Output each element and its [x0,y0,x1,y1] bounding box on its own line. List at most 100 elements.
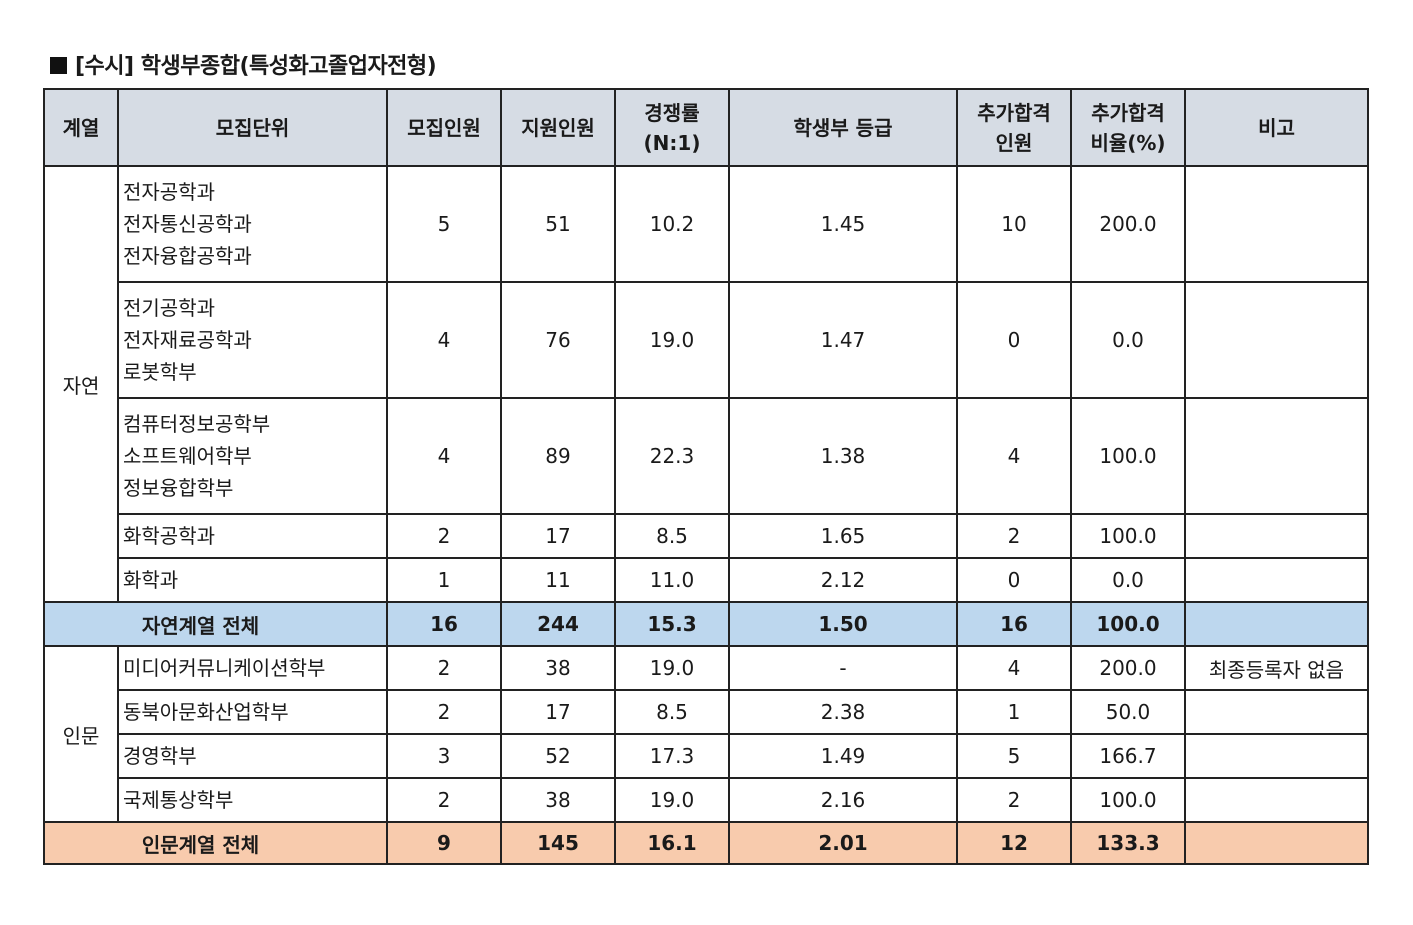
quota-cell: 4 [386,397,502,515]
unit-cell: 국제통상학부 [117,777,388,823]
grade-cell: 2.38 [728,689,958,735]
unit-cell: 동북아문화산업학부 [117,689,388,735]
grade-cell: 2.16 [728,777,958,823]
table-row: 컴퓨터정보공학부 소프트웨어학부 정보융합학부 4 89 22.3 1.38 4 1… [44,397,1369,515]
extra-cell: 1 [956,689,1072,735]
note-cell [1184,777,1369,823]
header-note: 비고 [1184,88,1369,167]
quota-cell: 2 [386,513,502,559]
extra-rate-cell: 0.0 [1070,281,1186,399]
total-extra-rate: 133.3 [1070,821,1186,865]
note-cell [1184,689,1369,735]
unit-cell: 화학과 [117,557,388,603]
table-row: 자연 전자공학과 전자통신공학과 전자융합공학과 5 51 10.2 1.45 10… [43,165,1369,603]
total-extra: 12 [956,821,1072,865]
table-row: 동북아문화산업학부 2 17 8.5 2.38 1 50.0 [44,689,1369,735]
quota-cell: 1 [386,557,502,603]
unit-cell: 경영학부 [117,733,388,779]
quota-cell: 2 [386,645,502,691]
extra-rate-cell: 50.0 [1070,689,1186,735]
header-quota: 모집인원 [386,88,502,167]
note-cell: 최종등록자 없음 [1184,645,1369,691]
note-cell [1184,281,1369,399]
total-applicants: 244 [500,601,616,647]
extra-rate-cell: 166.7 [1070,733,1186,779]
applicants-cell: 89 [500,397,616,515]
unit-cell: 전기공학과 전자재료공학과 로봇학부 [117,281,388,399]
header-group: 계열 [43,88,119,167]
unit-cell: 전자공학과 전자통신공학과 전자융합공학과 [117,165,388,283]
ratio-cell: 19.0 [614,281,730,399]
extra-rate-cell: 100.0 [1070,513,1186,559]
header-grade: 학생부 등급 [728,88,958,167]
grade-cell: 2.12 [728,557,958,603]
applicants-cell: 38 [500,777,616,823]
grade-cell: 1.45 [728,165,958,283]
ratio-cell: 17.3 [614,733,730,779]
extra-cell: 0 [956,557,1072,603]
extra-rate-cell: 100.0 [1070,777,1186,823]
header-extra-rate: 추가합격 비율(%) [1070,88,1186,167]
group-humanities: 인문 [43,645,119,823]
extra-cell: 4 [956,645,1072,691]
header-applicants: 지원인원 [500,88,616,167]
total-ratio: 16.1 [614,821,730,865]
extra-cell: 2 [956,513,1072,559]
note-cell [1184,557,1369,603]
applicants-cell: 17 [500,513,616,559]
quota-cell: 2 [386,689,502,735]
ratio-cell: 19.0 [614,777,730,823]
applicants-cell: 38 [500,645,616,691]
note-cell [1184,513,1369,559]
applicants-cell: 52 [500,733,616,779]
applicants-cell: 11 [500,557,616,603]
ratio-cell: 8.5 [614,689,730,735]
page-title-text: [수시] 학생부종합(특성화고졸업자전형) [75,54,437,79]
grade-cell: - [728,645,958,691]
grade-cell: 1.47 [728,281,958,399]
quota-cell: 5 [386,165,502,283]
ratio-cell: 22.3 [614,397,730,515]
extra-rate-cell: 200.0 [1070,645,1186,691]
table-row: 전기공학과 전자재료공학과 로봇학부 4 76 19.0 1.47 0 0.0 [44,281,1369,399]
total-label: 자연계열 전체 [43,601,388,647]
header-extra: 추가합격 인원 [956,88,1072,167]
grade-cell: 1.65 [728,513,958,559]
total-quota: 9 [386,821,502,865]
page-title: [수시] 학생부종합(특성화고졸업자전형) [50,48,437,80]
ratio-cell: 19.0 [614,645,730,691]
total-note [1184,601,1369,647]
table-row: 인문 미디어커뮤니케이션학부 2 38 19.0 - 4 200.0 최종등록자… [43,645,1369,823]
quota-cell: 2 [386,777,502,823]
total-quota: 16 [386,601,502,647]
header-ratio: 경쟁률 (N:1) [614,88,730,167]
note-cell [1184,733,1369,779]
table-row: 화학공학과 2 17 8.5 1.65 2 100.0 [44,513,1369,559]
table-row: 화학과 1 11 11.0 2.12 0 0.0 [44,557,1369,603]
grade-cell: 1.38 [728,397,958,515]
ratio-cell: 8.5 [614,513,730,559]
table-row: 경영학부 3 52 17.3 1.49 5 166.7 [44,733,1369,779]
extra-cell: 0 [956,281,1072,399]
unit-cell: 컴퓨터정보공학부 소프트웨어학부 정보융합학부 [117,397,388,515]
total-extra-rate: 100.0 [1070,601,1186,647]
header-unit: 모집단위 [117,88,388,167]
ratio-cell: 10.2 [614,165,730,283]
extra-rate-cell: 100.0 [1070,397,1186,515]
extra-rate-cell: 0.0 [1070,557,1186,603]
unit-cell: 화학공학과 [117,513,388,559]
ratio-cell: 11.0 [614,557,730,603]
note-cell [1184,397,1369,515]
group-natural: 자연 [43,165,119,603]
applicants-cell: 51 [500,165,616,283]
grade-cell: 1.49 [728,733,958,779]
total-grade: 2.01 [728,821,958,865]
total-applicants: 145 [500,821,616,865]
extra-cell: 4 [956,397,1072,515]
total-extra: 16 [956,601,1072,647]
table-row: 국제통상학부 2 38 19.0 2.16 2 100.0 [44,777,1369,823]
humanities-total-row: 인문계열 전체 9 145 16.1 2.01 12 133.3 [43,821,1369,865]
total-ratio: 15.3 [614,601,730,647]
extra-cell: 10 [956,165,1072,283]
quota-cell: 4 [386,281,502,399]
